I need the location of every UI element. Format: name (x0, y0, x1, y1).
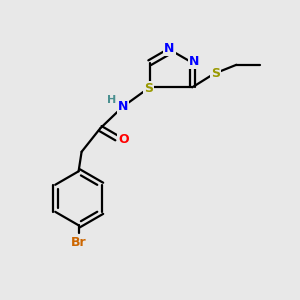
Text: S: S (211, 67, 220, 80)
Text: N: N (189, 55, 199, 68)
Text: N: N (118, 100, 128, 113)
Text: S: S (144, 82, 153, 95)
Text: Br: Br (71, 236, 86, 249)
Text: O: O (118, 133, 129, 146)
Text: H: H (107, 95, 116, 105)
Text: N: N (164, 42, 175, 56)
